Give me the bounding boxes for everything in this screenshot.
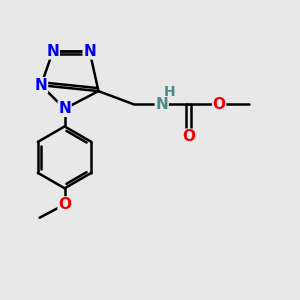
Text: H: H xyxy=(164,85,176,99)
Text: O: O xyxy=(213,97,226,112)
Text: N: N xyxy=(83,44,96,59)
Text: N: N xyxy=(35,78,47,93)
Text: N: N xyxy=(46,44,59,59)
Text: N: N xyxy=(155,97,168,112)
Text: O: O xyxy=(58,197,71,212)
Text: N: N xyxy=(58,101,71,116)
Text: O: O xyxy=(182,129,195,144)
